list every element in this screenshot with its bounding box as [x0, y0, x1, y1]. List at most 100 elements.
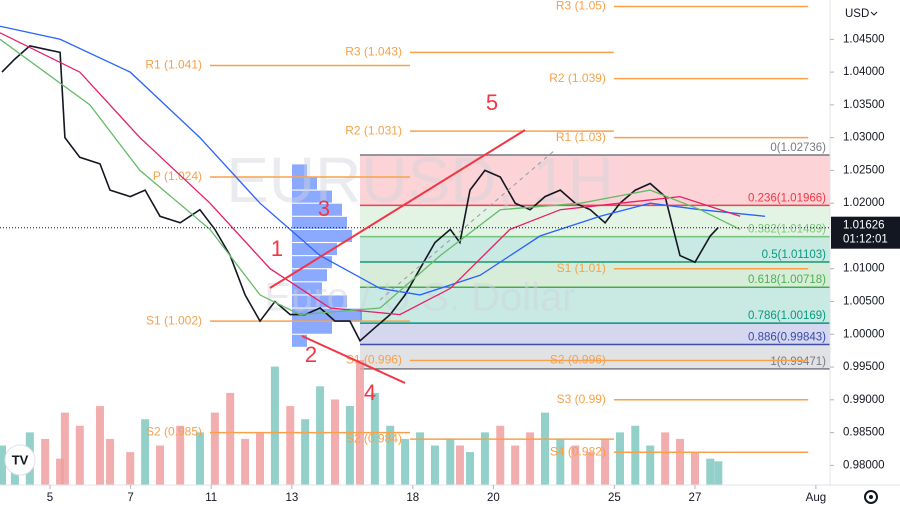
volume-bar	[466, 452, 475, 485]
fib-label: 0.5(1.01103)	[762, 249, 827, 261]
volume-bar	[176, 425, 185, 485]
volume-bar	[646, 445, 655, 485]
volume-bar	[601, 438, 610, 485]
volume-bar	[330, 399, 339, 485]
volume-bar	[301, 419, 310, 485]
volume-bar	[430, 445, 439, 485]
y-tick-label: 1.00000	[843, 328, 885, 340]
dropdown-icon[interactable]	[870, 11, 878, 16]
fib-zone	[359, 323, 830, 345]
y-tick-label: 1.02000	[843, 197, 885, 209]
x-tick-label: 11	[205, 492, 217, 504]
projection-line	[379, 149, 556, 301]
fib-label: 0(1.02736)	[770, 142, 826, 154]
tv-logo: TV	[4, 444, 36, 476]
x-tick-label: 27	[689, 492, 702, 504]
volume-bar	[631, 425, 640, 485]
pivot-label: S2 (0.985)	[146, 425, 202, 439]
volume-bar	[676, 438, 685, 485]
volume-profile-bar	[292, 334, 307, 347]
volume-bar	[195, 432, 204, 485]
currency-label[interactable]: USD	[845, 8, 869, 20]
y-tick-label: 1.01000	[843, 263, 885, 275]
wave-label: 3	[318, 196, 330, 221]
pivot-label: R2 (1.039)	[549, 71, 606, 85]
pivot-label: R3 (1.05)	[556, 0, 606, 13]
volume-bar	[526, 432, 535, 485]
wave-line	[301, 335, 406, 384]
volume-bar	[496, 425, 505, 485]
fib-zone	[359, 344, 830, 369]
x-tick-label: 7	[127, 492, 133, 504]
pivot-label: R1 (1.03)	[556, 130, 606, 144]
fib-label: 0.786(1.00169)	[748, 310, 826, 322]
settings-icon[interactable]	[864, 490, 878, 504]
pivot-label: S1 (1.01)	[557, 261, 606, 275]
volume-bar	[416, 432, 425, 485]
pivot-label: S4 (0.982)	[550, 444, 606, 458]
last-price-label: 1.01626	[843, 220, 885, 232]
volume-bar	[210, 412, 219, 485]
price-line	[1, 45, 719, 343]
volume-bar	[156, 445, 165, 485]
svg-text:TV: TV	[12, 452, 29, 467]
volume-bar	[226, 392, 235, 485]
volume-bar	[95, 406, 104, 485]
fib-zone	[359, 287, 830, 324]
x-tick-label: Aug	[806, 492, 826, 504]
volume-profile-bar	[292, 229, 352, 242]
x-tick-label: 13	[285, 492, 298, 504]
fib-label: 0.886(0.99843)	[748, 332, 826, 344]
wave-label: 1	[271, 236, 283, 261]
wave-label: 2	[305, 342, 317, 367]
moving-average	[0, 38, 741, 316]
fib-zone	[359, 261, 830, 288]
y-tick-label: 0.98500	[843, 427, 885, 439]
price-axis	[830, 0, 900, 510]
volume-profile-bar	[292, 203, 342, 216]
volume-bar	[270, 366, 279, 485]
volume-profile-bar	[292, 216, 347, 229]
volume-profile-bar	[292, 243, 337, 256]
fib-label: 1(0.99471)	[770, 356, 826, 368]
pivot-label: R1 (1.041)	[145, 58, 202, 72]
volume-bar	[571, 445, 580, 485]
volume-bar	[126, 452, 135, 485]
y-tick-label: 0.99500	[843, 361, 885, 373]
volume-bar	[256, 432, 265, 485]
x-tick-label: 5	[47, 492, 53, 504]
volume-bar	[56, 458, 65, 485]
volume-bar	[60, 412, 69, 485]
volume-bar	[286, 406, 295, 485]
fib-zone	[359, 154, 830, 206]
time-axis	[0, 485, 830, 510]
volume-profile-bar	[292, 321, 332, 334]
volume-profile-bar	[292, 164, 307, 177]
volume-bar	[0, 445, 7, 485]
y-tick-label: 1.04000	[843, 66, 885, 78]
x-tick-label: 25	[608, 492, 621, 504]
volume-bar	[141, 419, 150, 485]
volume-bar	[706, 458, 715, 485]
pivot-label: S2 (0.996)	[550, 353, 606, 367]
volume-bar	[586, 452, 595, 485]
pivot-label: R2 (1.031)	[345, 123, 402, 137]
volume-profile-bar	[292, 190, 332, 203]
moving-average	[0, 32, 741, 316]
x-tick-label: 18	[406, 492, 419, 504]
pivot-label: S3 (0.99)	[557, 392, 606, 406]
volume-bar	[106, 438, 115, 485]
volume-bar	[714, 461, 723, 485]
volume-bar	[556, 438, 565, 485]
volume-bar	[661, 432, 670, 485]
y-tick-label: 1.03000	[843, 132, 885, 144]
pivot-label: P (1.024)	[153, 169, 202, 183]
volume-bar	[511, 445, 520, 485]
countdown-label: 01:12:01	[843, 234, 888, 246]
volume-bar	[241, 438, 250, 485]
volume-bar	[41, 438, 50, 485]
watermark: EURUSD, 1H	[226, 144, 614, 216]
fib-label: 0.618(1.00718)	[748, 274, 826, 286]
volume-bar	[541, 412, 550, 485]
